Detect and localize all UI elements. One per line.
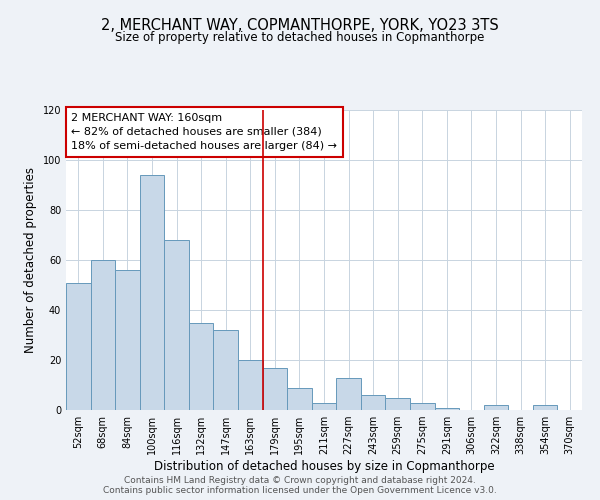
Bar bbox=[434, 408, 459, 410]
Bar bbox=[385, 398, 410, 410]
Bar bbox=[189, 322, 214, 410]
Bar bbox=[533, 405, 557, 410]
Bar bbox=[66, 282, 91, 410]
Bar bbox=[410, 402, 434, 410]
Bar bbox=[164, 240, 189, 410]
Bar bbox=[140, 175, 164, 410]
Bar bbox=[238, 360, 263, 410]
Bar bbox=[336, 378, 361, 410]
Bar bbox=[484, 405, 508, 410]
Bar bbox=[115, 270, 140, 410]
Bar bbox=[263, 368, 287, 410]
Bar bbox=[287, 388, 312, 410]
Text: Size of property relative to detached houses in Copmanthorpe: Size of property relative to detached ho… bbox=[115, 31, 485, 44]
Bar bbox=[361, 395, 385, 410]
Text: Contains public sector information licensed under the Open Government Licence v3: Contains public sector information licen… bbox=[103, 486, 497, 495]
X-axis label: Distribution of detached houses by size in Copmanthorpe: Distribution of detached houses by size … bbox=[154, 460, 494, 473]
Text: 2, MERCHANT WAY, COPMANTHORPE, YORK, YO23 3TS: 2, MERCHANT WAY, COPMANTHORPE, YORK, YO2… bbox=[101, 18, 499, 32]
Bar bbox=[312, 402, 336, 410]
Bar bbox=[91, 260, 115, 410]
Bar bbox=[214, 330, 238, 410]
Text: Contains HM Land Registry data © Crown copyright and database right 2024.: Contains HM Land Registry data © Crown c… bbox=[124, 476, 476, 485]
Text: 2 MERCHANT WAY: 160sqm
← 82% of detached houses are smaller (384)
18% of semi-de: 2 MERCHANT WAY: 160sqm ← 82% of detached… bbox=[71, 113, 337, 151]
Y-axis label: Number of detached properties: Number of detached properties bbox=[24, 167, 37, 353]
